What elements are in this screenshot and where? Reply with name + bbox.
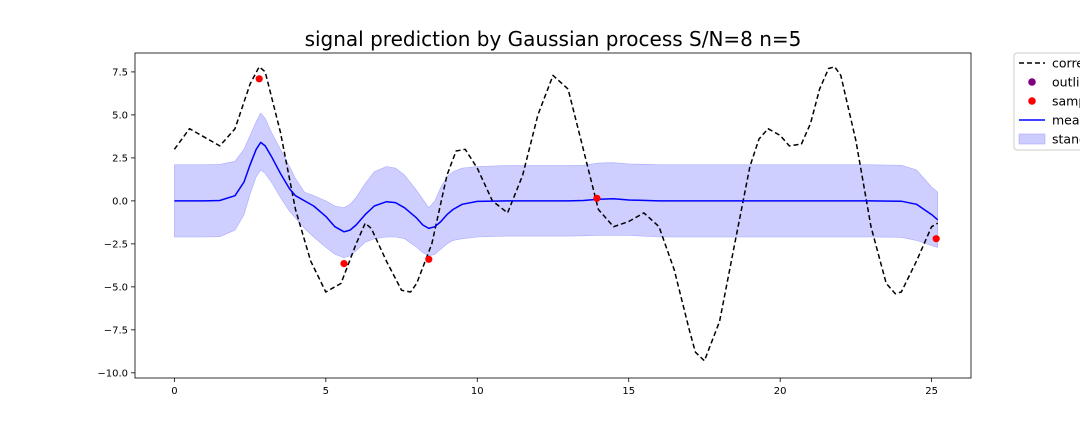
sample-point-2 — [340, 260, 348, 268]
x-tick-label: 5 — [323, 386, 329, 397]
x-tick-label: 10 — [471, 386, 484, 397]
y-tick-label: −7.5 — [104, 325, 128, 336]
x-tick-label: 15 — [622, 386, 635, 397]
correct-signal-line — [173, 66, 939, 362]
x-tick-label: 25 — [925, 386, 938, 397]
series-layer — [173, 66, 939, 362]
legend-label: samp — [1052, 94, 1080, 109]
x-tick-label: 20 — [774, 386, 787, 397]
sample-point-1 — [255, 75, 263, 83]
y-tick-label: −5.0 — [104, 282, 128, 293]
legend-label: mean — [1052, 113, 1080, 128]
legend-swatch — [1018, 133, 1046, 145]
legend-item-mean: mean — [1019, 113, 1080, 128]
y-tick-label: 5.0 — [112, 110, 128, 121]
legend-label: stand — [1052, 132, 1080, 147]
mean-line — [174, 141, 939, 233]
x-axis: 0 5 10 15 20 25 — [171, 378, 938, 397]
std-band-layer — [174, 112, 938, 258]
y-tick-label: 2.5 — [112, 153, 128, 164]
sample-point-5 — [932, 235, 940, 243]
legend-swatch — [1028, 78, 1036, 86]
legend-swatch — [1028, 97, 1036, 105]
legend-item-stand: stand — [1018, 132, 1080, 147]
y-tick-label: 7.5 — [112, 67, 128, 78]
sample-points-layer — [255, 75, 940, 268]
y-tick-label: −2.5 — [104, 239, 128, 250]
legend-label: outlie — [1052, 75, 1080, 90]
y-tick-label: 0.0 — [112, 196, 128, 207]
x-tick-label: 0 — [171, 386, 177, 397]
sample-point-3 — [425, 255, 433, 263]
std-band — [174, 112, 938, 258]
sample-point-4 — [593, 194, 601, 202]
legend-label: corre — [1052, 56, 1080, 71]
legend-box — [1013, 52, 1080, 151]
plot-area — [134, 52, 972, 379]
y-axis: 7.5 5.0 2.5 0.0 −2.5 −5.0 −7.5 −10.0 — [97, 67, 135, 379]
y-tick-label: −10.0 — [97, 368, 128, 379]
legend: corre outlie samp mean stand — [1013, 52, 1080, 151]
legend-item-corre: corre — [1019, 56, 1080, 71]
legend-item-samp: samp — [1028, 94, 1080, 109]
chart-title: signal prediction by Gaussian process S/… — [305, 27, 802, 51]
legend-item-outlie: outlie — [1028, 75, 1080, 90]
